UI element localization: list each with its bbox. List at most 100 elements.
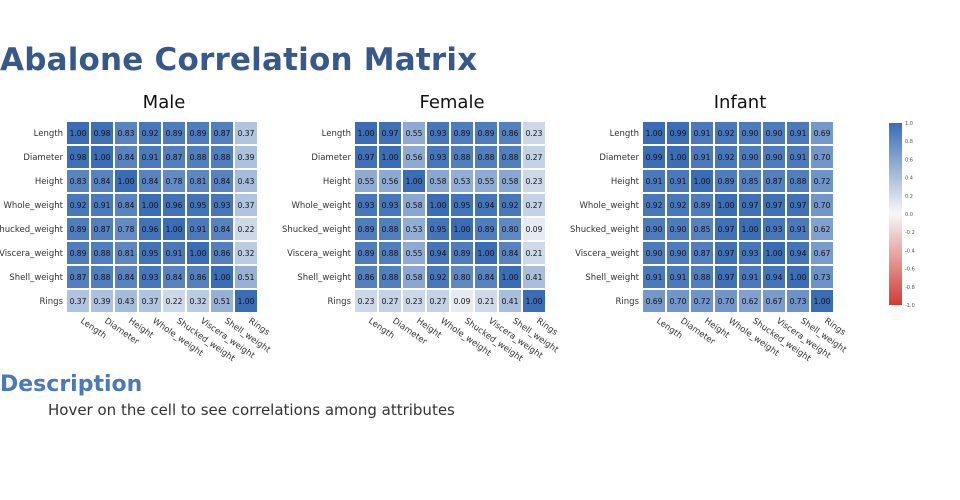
cell-value: 0.89 — [70, 225, 87, 234]
heatmap-cell — [499, 266, 521, 288]
heatmap-cell — [739, 290, 761, 312]
cell-value: 0.83 — [70, 177, 87, 186]
cell-value: 0.90 — [766, 129, 783, 138]
heatmap-cell — [211, 290, 233, 312]
heatmap-cell — [811, 218, 833, 240]
colorbar-tick-label: 0.6 — [905, 157, 913, 163]
cell-value: 0.99 — [646, 153, 663, 162]
cell-value: 0.80 — [502, 225, 519, 234]
heatmap-cell — [211, 194, 233, 216]
heatmap-cell — [499, 218, 521, 240]
colorbar-tick-label: 0.8 — [905, 139, 913, 145]
cell-value: 0.94 — [430, 249, 447, 258]
cell-value: 0.88 — [94, 273, 111, 282]
cell-value: 0.91 — [694, 129, 711, 138]
heatmap-cell — [139, 242, 161, 264]
colorbar-tick-label: 0.0 — [905, 212, 913, 218]
heatmap-cell — [403, 218, 425, 240]
row-label: Length — [610, 129, 639, 139]
heatmap-cell — [451, 290, 473, 312]
heatmap-cell — [427, 290, 449, 312]
colorbar-tick-label: -1.0 — [905, 303, 915, 309]
heatmap-cell — [643, 218, 665, 240]
cell-value: 0.90 — [670, 249, 687, 258]
heatmap-cell — [475, 266, 497, 288]
heatmap-cell — [211, 170, 233, 192]
row-label: Rings — [328, 297, 352, 307]
cell-value: 0.32 — [190, 297, 207, 306]
heatmap-cell — [763, 266, 785, 288]
heatmap-cell — [427, 122, 449, 144]
cell-value: 0.94 — [478, 201, 495, 210]
cell-value: 0.97 — [358, 153, 375, 162]
heatmap-cell — [115, 290, 137, 312]
heatmap-cell — [379, 122, 401, 144]
heatmap-cell — [643, 170, 665, 192]
heatmap-cell — [427, 170, 449, 192]
heatmap-cell — [355, 266, 377, 288]
heatmap-cell — [787, 266, 809, 288]
row-label: Height — [35, 177, 64, 187]
cell-value: 0.84 — [142, 177, 159, 186]
row-label: Diameter — [23, 153, 63, 163]
cell-value: 0.43 — [118, 297, 135, 306]
colorbar-tick-label: -0.8 — [905, 285, 915, 291]
cell-value: 0.97 — [718, 225, 735, 234]
heatmap-cell — [163, 266, 185, 288]
column-label: Length — [366, 316, 396, 341]
cell-value: 0.84 — [214, 225, 231, 234]
colorbar-tick-label: -0.4 — [905, 248, 915, 254]
heatmap-cell — [691, 170, 713, 192]
heatmap-cell — [139, 266, 161, 288]
heatmap-cell — [715, 122, 737, 144]
cell-value: 0.97 — [742, 201, 759, 210]
cell-value: 0.73 — [814, 273, 831, 282]
cell-value: 0.88 — [94, 249, 111, 258]
heatmap-cell — [67, 170, 89, 192]
heatmap-cell — [715, 266, 737, 288]
heatmap-cell — [667, 146, 689, 168]
cell-value: 0.70 — [670, 297, 687, 306]
cell-value: 0.93 — [382, 201, 399, 210]
cell-value: 1.00 — [142, 201, 159, 210]
cell-value: 0.95 — [430, 225, 447, 234]
heatmap-cell — [475, 290, 497, 312]
heatmap-cell — [235, 146, 257, 168]
cell-value: 0.88 — [502, 153, 519, 162]
cell-value: 0.87 — [166, 153, 183, 162]
cell-value: 0.91 — [94, 201, 111, 210]
heatmap-cell — [715, 242, 737, 264]
heatmap-cell — [427, 242, 449, 264]
heatmap-cell — [91, 290, 113, 312]
cell-value: 0.84 — [94, 177, 111, 186]
heatmap-cell — [787, 242, 809, 264]
row-label: Whole_weight — [292, 201, 352, 211]
cell-value: 0.72 — [694, 297, 711, 306]
heatmap-cell — [355, 194, 377, 216]
cell-value: 0.70 — [718, 297, 735, 306]
cell-value: 0.90 — [766, 153, 783, 162]
cell-value: 0.93 — [142, 273, 159, 282]
cell-value: 0.88 — [694, 273, 711, 282]
row-label: Shucked_weight — [570, 225, 640, 235]
cell-value: 0.27 — [382, 297, 399, 306]
cell-value: 0.98 — [94, 129, 111, 138]
cell-value: 0.92 — [718, 129, 735, 138]
cell-value: 0.51 — [214, 297, 231, 306]
heatmap-cell — [523, 218, 545, 240]
row-label: Length — [322, 129, 351, 139]
row-label: Shucked_weight — [282, 225, 352, 235]
cell-value: 0.53 — [454, 177, 471, 186]
cell-value: 1.00 — [118, 177, 135, 186]
row-label: Viscera_weight — [0, 249, 64, 259]
heatmap-cell — [451, 170, 473, 192]
cell-value: 0.62 — [742, 297, 759, 306]
cell-value: 0.55 — [478, 177, 495, 186]
cell-value: 0.93 — [766, 225, 783, 234]
cell-value: 0.69 — [646, 297, 663, 306]
heatmap-cell — [475, 242, 497, 264]
cell-value: 0.90 — [646, 225, 663, 234]
heatmap-cell — [715, 194, 737, 216]
heatmap-cell — [691, 290, 713, 312]
heatmap-cell — [691, 266, 713, 288]
